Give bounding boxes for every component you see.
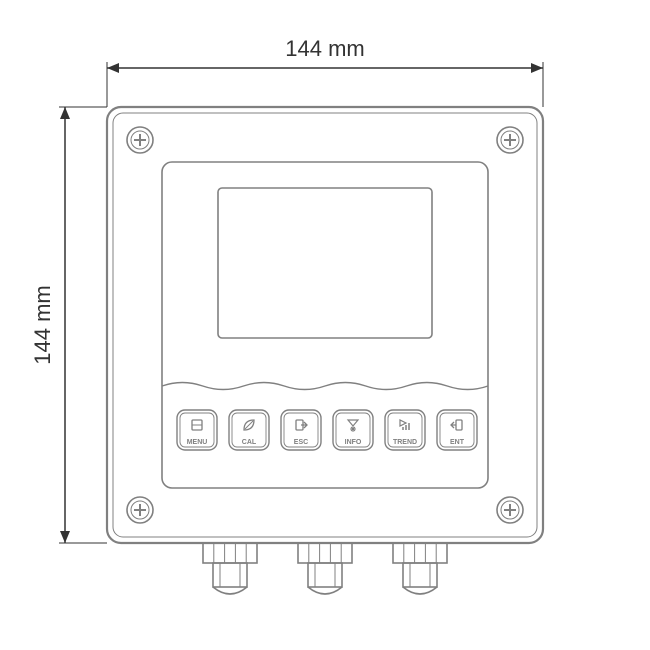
display-window (218, 188, 432, 338)
button-menu-label: MENU (187, 439, 208, 446)
screw-icon (127, 497, 153, 523)
dimension-height-label: 144 mm (30, 285, 55, 364)
button-cal[interactable]: CAL (229, 410, 269, 450)
enclosure-bezel (113, 113, 537, 537)
wave-separator (162, 383, 488, 390)
button-ent-label: ENT (450, 439, 465, 446)
button-trend[interactable]: TREND (385, 410, 425, 450)
cable-gland (393, 543, 447, 594)
cable-gland (203, 543, 257, 594)
button-esc-label: ESC (294, 439, 308, 446)
button-trend-label: TREND (393, 439, 417, 446)
screw-icon (497, 497, 523, 523)
screw-icon (497, 127, 523, 153)
button-ent[interactable]: ENT (437, 410, 477, 450)
dimension-width-label: 144 mm (285, 36, 364, 61)
button-info[interactable]: INFO (333, 410, 373, 450)
screw-icon (127, 127, 153, 153)
button-info-label: INFO (345, 439, 362, 446)
faceplate (162, 162, 488, 488)
button-menu[interactable]: MENU (177, 410, 217, 450)
button-esc[interactable]: ESC (281, 410, 321, 450)
button-cal-label: CAL (242, 439, 257, 446)
cable-gland (298, 543, 352, 594)
enclosure-outer (107, 107, 543, 543)
